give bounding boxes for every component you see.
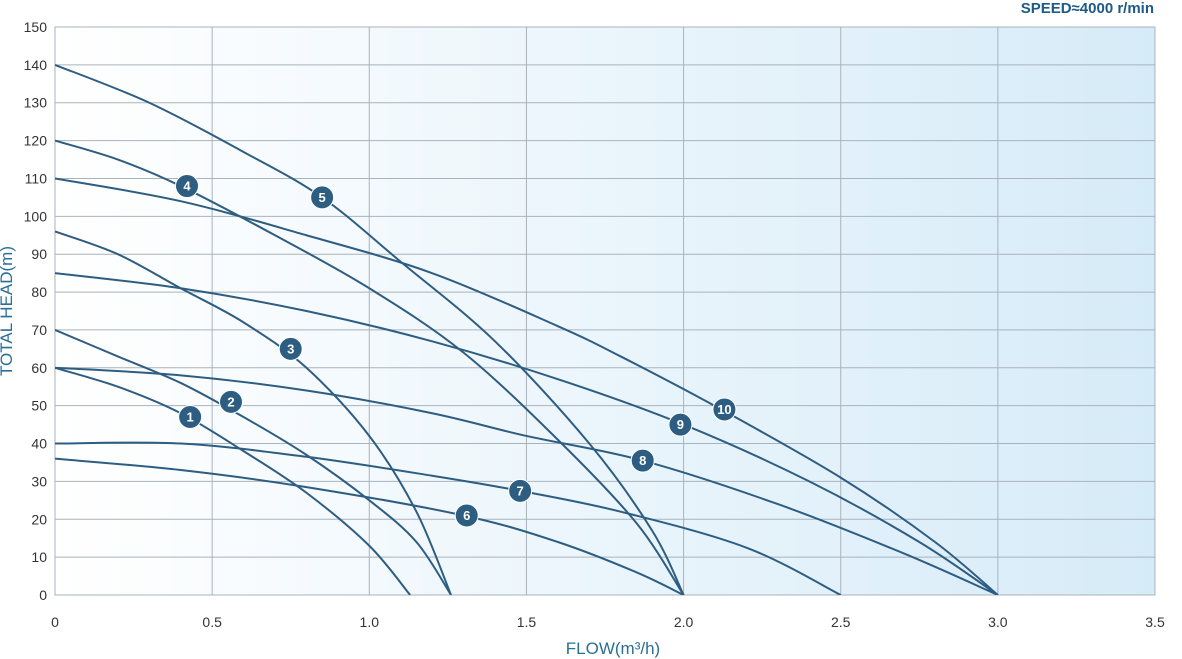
y-tick-label: 100 — [24, 208, 48, 224]
curve-marker-label-6: 6 — [463, 508, 470, 523]
curve-8 — [55, 366, 999, 595]
curve-marker-label-4: 4 — [183, 179, 191, 194]
speed-label: SPEED≈4000 r/min — [1021, 0, 1154, 17]
curve-markers: 1 2 3 4 5 6 7 8 9 10 — [175, 174, 737, 528]
y-tick-label: 140 — [24, 57, 48, 73]
curve-marker-7 — [508, 478, 533, 503]
curve-7 — [55, 441, 842, 595]
curve-4 — [55, 139, 685, 595]
x-axis-title: FLOW(m³/h) — [566, 639, 660, 658]
x-tick-label: 1.0 — [360, 614, 380, 630]
y-tick-label: 0 — [39, 587, 47, 603]
x-tick-label: 3.0 — [988, 614, 1008, 630]
x-tick-label: 3.5 — [1145, 614, 1165, 630]
curve-2 — [55, 329, 452, 595]
curves — [55, 63, 999, 595]
curve-marker-4 — [175, 174, 199, 199]
y-tick-label: 120 — [24, 133, 48, 149]
y-tick-label: 90 — [31, 246, 47, 262]
curve-marker-6 — [454, 503, 479, 528]
curve-marker-label-1: 1 — [187, 410, 194, 425]
curve-marker-label-2: 2 — [227, 394, 234, 409]
y-tick-label: 60 — [31, 360, 47, 376]
x-tick-label: 1.5 — [517, 614, 537, 630]
curve-10 — [55, 177, 999, 595]
y-tick-label: 10 — [31, 549, 47, 565]
x-tick-label: 0.5 — [202, 614, 222, 630]
y-tick-label: 20 — [31, 511, 47, 527]
curve-1 — [55, 366, 411, 595]
curve-marker-label-3: 3 — [287, 341, 294, 356]
curve-marker-5 — [310, 185, 335, 210]
y-tick-label: 150 — [24, 19, 48, 35]
curve-marker-3 — [278, 336, 303, 361]
curve-marker-label-7: 7 — [517, 483, 524, 498]
y-tick-label: 40 — [31, 436, 47, 452]
y-tick-label: 80 — [31, 284, 47, 300]
y-tick-label: 30 — [31, 473, 47, 489]
curve-marker-label-9: 9 — [677, 417, 684, 432]
curve-marker-label-5: 5 — [319, 190, 326, 205]
curve-marker-1 — [178, 405, 203, 430]
curve-marker-label-8: 8 — [639, 453, 646, 468]
plot-border — [54, 26, 1156, 596]
x-tick-label: 2.5 — [831, 614, 851, 630]
curve-marker-10 — [712, 397, 737, 422]
curve-marker-8 — [630, 448, 655, 473]
y-tick-label: 130 — [24, 95, 48, 111]
x-tick-label: 0 — [51, 614, 59, 630]
x-tick-label: 2.0 — [674, 614, 694, 630]
y-axis-title: TOTAL HEAD(m) — [0, 246, 16, 376]
curve-marker-2 — [219, 389, 243, 414]
y-tick-label: 50 — [31, 398, 47, 414]
y-tick-label: 70 — [31, 322, 47, 338]
curve-marker-label-10: 10 — [717, 402, 731, 417]
plot-area — [55, 27, 1155, 595]
curve-9 — [55, 272, 999, 595]
curve-marker-9 — [668, 412, 693, 437]
curve-6 — [55, 457, 685, 595]
y-tick-label: 110 — [25, 170, 48, 186]
